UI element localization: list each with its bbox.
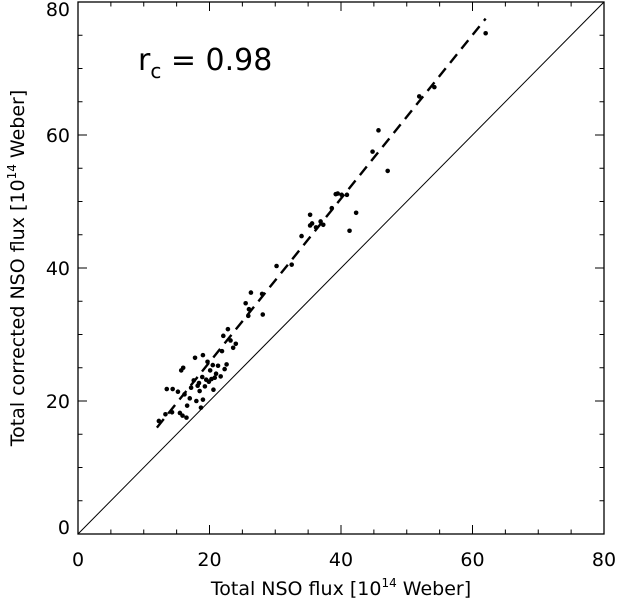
data-point (335, 191, 341, 196)
data-point (370, 149, 375, 154)
data-point (170, 386, 175, 392)
data-point (385, 168, 390, 174)
data-point (347, 228, 352, 234)
data-point (309, 221, 315, 226)
x-tick-label: 0 (72, 549, 84, 571)
data-point (233, 341, 239, 347)
data-point (260, 312, 266, 317)
data-point (339, 192, 344, 198)
data-points (156, 30, 488, 424)
data-point (187, 396, 193, 401)
data-point (164, 386, 170, 392)
x-axis-unit-exponent: 14 (381, 576, 396, 590)
y-tick-label: 0 (58, 517, 70, 539)
x-axis-label-prefix: Total NSO flux (210, 578, 350, 600)
data-point (199, 374, 205, 380)
data-point (318, 219, 323, 224)
x-axis-title: Total NSO flux [1014 Weber] (210, 576, 471, 600)
data-point (180, 365, 186, 371)
data-point (184, 415, 189, 420)
data-point (202, 384, 208, 389)
y-axis-unit-exponent: 14 (5, 164, 19, 179)
correlation-annotation: rc = 0.98 (138, 43, 272, 83)
data-point (224, 362, 229, 367)
y-tick-label: 60 (46, 125, 70, 147)
data-point (219, 348, 225, 354)
data-point (210, 362, 216, 368)
data-point (207, 368, 213, 373)
data-point (184, 403, 190, 408)
data-point (320, 222, 326, 228)
y-tick-label: 20 (46, 391, 70, 413)
data-point (211, 387, 216, 392)
data-point (416, 94, 422, 99)
data-point (197, 388, 202, 394)
data-point (432, 84, 437, 90)
x-tick-label: 80 (592, 549, 616, 571)
identity-line (77, 1, 605, 535)
data-point (248, 290, 254, 295)
data-point (212, 375, 218, 381)
data-point (191, 378, 197, 383)
data-point (329, 205, 335, 211)
annotation-subscript: c (150, 59, 161, 83)
y-axis-unit-base: [10 (7, 179, 29, 211)
axis-ticks (77, 1, 605, 535)
data-point (215, 363, 221, 369)
data-point (213, 371, 219, 377)
data-point (200, 397, 206, 402)
data-point (205, 359, 210, 365)
data-point (200, 352, 206, 358)
data-point (222, 366, 227, 372)
data-point (230, 345, 236, 351)
y-tick-label: 80 (46, 0, 70, 21)
data-point (483, 30, 488, 36)
data-point (243, 300, 248, 306)
data-point (180, 413, 185, 418)
data-point (344, 192, 350, 198)
data-point (175, 389, 181, 394)
data-point (188, 385, 194, 391)
data-point (376, 128, 381, 133)
x-tick-label: 60 (460, 549, 484, 571)
y-axis-label-prefix: Total corrected NSO flux (7, 211, 29, 447)
x-tick-label: 40 (329, 549, 353, 571)
annotation-value: = 0.98 (161, 43, 272, 78)
data-point (289, 262, 294, 267)
data-point (299, 233, 304, 239)
data-point (259, 291, 265, 297)
data-point (353, 210, 359, 216)
data-point (198, 405, 204, 410)
data-point (169, 410, 175, 415)
data-point (156, 418, 162, 424)
data-point (221, 333, 226, 339)
y-tick-label: 40 (46, 258, 70, 280)
data-point (182, 392, 187, 397)
data-point (274, 263, 279, 269)
data-point (196, 380, 202, 386)
x-axis-unit-base: [10 (350, 578, 382, 600)
y-axis-unit-suffix: Weber] (7, 90, 29, 164)
data-point (228, 338, 233, 343)
data-point (307, 212, 313, 218)
data-point (163, 412, 168, 417)
data-point (225, 326, 231, 332)
data-point (246, 306, 252, 312)
data-point (218, 374, 223, 379)
data-point (192, 355, 198, 361)
data-point (194, 398, 199, 404)
y-axis-title: Total corrected NSO flux [1014 Weber] (5, 90, 29, 448)
x-axis-unit-suffix: Weber] (397, 578, 471, 600)
annotation-symbol: r (138, 43, 151, 78)
tick-labels: 0 20 40 60 80 0 20 40 60 80 (46, 0, 616, 571)
data-point (313, 225, 319, 230)
x-tick-label: 20 (197, 549, 221, 571)
data-point (245, 313, 251, 319)
